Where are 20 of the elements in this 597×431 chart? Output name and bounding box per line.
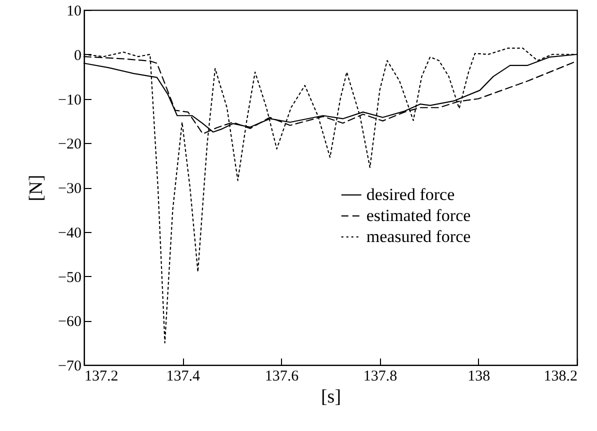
x-tick-label: 138.2 xyxy=(544,368,578,384)
y-tick-label: −50 xyxy=(58,270,82,286)
x-axis-title: [s] xyxy=(320,386,342,408)
x-tick-label: 137.4 xyxy=(166,368,200,384)
y-tick-label: −20 xyxy=(58,136,82,153)
x-tick-label: 138 xyxy=(468,368,490,384)
legend-label: estimated force xyxy=(366,206,471,225)
y-tick-label: −10 xyxy=(58,92,82,108)
y-tick-label: −30 xyxy=(58,181,82,197)
x-tick-label: 137.8 xyxy=(363,368,398,384)
y-tick-label: −70 xyxy=(58,358,82,374)
legend-label: measured force xyxy=(366,226,471,246)
y-tick-label: −60 xyxy=(58,314,82,330)
y-tick-label: 0 xyxy=(74,48,82,64)
y-tick-label: 10 xyxy=(66,4,82,20)
legend-label: desired force xyxy=(366,184,455,204)
x-tick-label: 137.6 xyxy=(264,368,300,384)
x-tick-label: 137.2 xyxy=(84,368,118,384)
y-tick-label: −40 xyxy=(58,225,82,242)
y-axis-title: [N] xyxy=(26,174,48,202)
